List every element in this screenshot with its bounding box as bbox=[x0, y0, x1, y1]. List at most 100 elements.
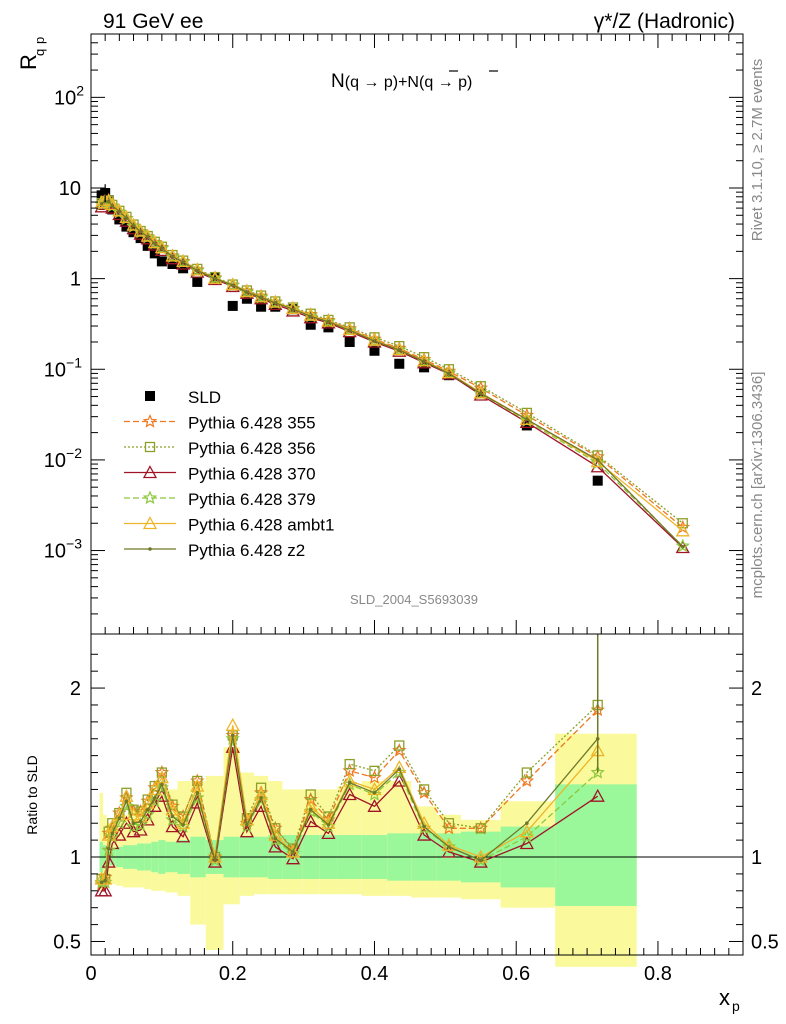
point-ambt1 bbox=[225, 717, 240, 731]
legend-marker-z2 bbox=[148, 547, 152, 551]
main-ytick-label: 10−3 bbox=[44, 536, 82, 563]
point-p370 bbox=[519, 836, 534, 850]
point-z2 bbox=[124, 216, 129, 220]
point-ambt1 bbox=[126, 217, 141, 231]
point-p356 bbox=[521, 767, 532, 778]
title-pbar: p bbox=[458, 74, 467, 91]
point-z2 bbox=[152, 241, 157, 246]
point-z2 bbox=[103, 878, 107, 883]
main-ytick-label: 10−2 bbox=[44, 445, 82, 472]
point-z2 bbox=[213, 276, 217, 281]
point-z2 bbox=[160, 246, 164, 250]
mcplots-label: mcplots.cern.ch [arXiv:1306.3436] bbox=[749, 372, 766, 599]
title-left: (q → p)+N( bbox=[345, 74, 425, 91]
point-p379 bbox=[225, 731, 240, 745]
point-z2 bbox=[138, 229, 143, 234]
point-z2 bbox=[308, 807, 313, 812]
legend-label-p356: Pythia 6.428 356 bbox=[188, 439, 316, 458]
point-p379 bbox=[126, 819, 141, 833]
point-z2 bbox=[181, 823, 185, 827]
point-p356 bbox=[369, 765, 380, 776]
title-main: N bbox=[331, 71, 345, 92]
point-p356 bbox=[344, 758, 355, 770]
legend-marker-p379 bbox=[142, 490, 158, 505]
tick-base: 1 bbox=[70, 269, 81, 291]
point-ambt1 bbox=[140, 228, 155, 242]
point-p379 bbox=[190, 263, 205, 277]
legend-label-p370: Pythia 6.428 370 bbox=[188, 465, 316, 484]
ratio-ytick-label-right: 1 bbox=[751, 847, 762, 869]
tick-exp: −1 bbox=[66, 354, 82, 370]
point-z2 bbox=[160, 782, 164, 787]
series-line-z2 bbox=[101, 735, 599, 883]
point-z2 bbox=[422, 359, 426, 364]
legend-label-ambt1: Pythia 6.428 ambt1 bbox=[188, 516, 334, 535]
point-p356 bbox=[475, 381, 486, 392]
point-ambt1 bbox=[675, 523, 690, 537]
ratio-xlabel: x p bbox=[719, 985, 740, 1014]
point-ambt1 bbox=[285, 844, 301, 858]
header-right: γ*/Z (Hadronic) bbox=[594, 10, 735, 33]
point-SLD bbox=[344, 336, 355, 347]
point-p379 bbox=[519, 413, 535, 427]
point-p370 bbox=[176, 829, 191, 843]
point-z2 bbox=[372, 791, 377, 795]
point-p356 bbox=[443, 818, 455, 829]
point-z2 bbox=[326, 823, 331, 827]
point-p379 bbox=[126, 219, 141, 233]
point-SLD bbox=[192, 276, 203, 287]
ratio-xtick-label: 0.8 bbox=[644, 963, 672, 985]
point-p370 bbox=[342, 787, 357, 801]
main-ytick-label: 1 bbox=[70, 269, 81, 291]
point-SLD bbox=[394, 358, 405, 369]
point-p356 bbox=[418, 784, 430, 795]
tick-exp: −3 bbox=[66, 536, 82, 552]
point-p379 bbox=[112, 204, 127, 219]
ratio-ytick-label: 2 bbox=[70, 678, 81, 700]
point-z2 bbox=[138, 819, 143, 824]
main-ylabel: R q p bbox=[16, 37, 47, 70]
ratio-xtick-label: 0.6 bbox=[502, 963, 530, 985]
point-z2 bbox=[245, 290, 249, 294]
xlabel-sub: p bbox=[732, 998, 740, 1014]
point-ambt1 bbox=[519, 412, 534, 426]
point-p379 bbox=[590, 764, 605, 779]
ratio-ytick-label-right: 0.5 bbox=[751, 931, 779, 953]
point-z2 bbox=[145, 234, 150, 239]
point-z2 bbox=[152, 796, 157, 800]
point-SLD bbox=[369, 345, 380, 356]
point-z2 bbox=[99, 201, 104, 206]
point-z2 bbox=[680, 544, 685, 549]
point-ambt1 bbox=[342, 773, 357, 787]
series-line-p355 bbox=[101, 709, 599, 885]
point-p379 bbox=[147, 793, 162, 808]
point-p370 bbox=[101, 854, 116, 868]
point-z2 bbox=[110, 831, 115, 836]
legend-label-SLD: SLD bbox=[188, 388, 221, 407]
point-z2 bbox=[347, 328, 352, 332]
point-z2 bbox=[273, 836, 278, 841]
point-z2 bbox=[326, 319, 331, 324]
point-SLD bbox=[227, 300, 238, 311]
point-ambt1 bbox=[112, 203, 127, 217]
point-z2 bbox=[117, 209, 122, 214]
tick-base: 10 bbox=[54, 87, 76, 109]
point-z2 bbox=[525, 417, 529, 422]
point-z2 bbox=[245, 823, 249, 827]
point-SLD bbox=[256, 301, 267, 312]
point-ambt1 bbox=[165, 248, 180, 262]
legend-marker-p370 bbox=[142, 465, 158, 479]
point-z2 bbox=[99, 880, 104, 885]
point-z2 bbox=[595, 458, 600, 462]
point-z2 bbox=[372, 339, 377, 343]
ylabel-sup: q bbox=[32, 49, 47, 56]
point-p370 bbox=[268, 839, 283, 853]
legend-marker-p355 bbox=[142, 413, 158, 428]
ylabel-sub: p bbox=[32, 37, 47, 44]
point-SLD bbox=[156, 256, 167, 267]
point-z2 bbox=[213, 858, 217, 863]
point-z2 bbox=[230, 283, 235, 287]
legend-marker-p356 bbox=[144, 441, 156, 453]
point-z2 bbox=[195, 268, 200, 273]
point-ambt1 bbox=[392, 760, 407, 774]
